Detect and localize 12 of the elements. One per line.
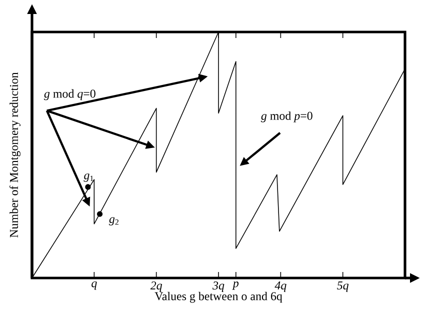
x-axis-title: Values g between o and 6q [154,292,282,303]
annotation: g$_{2}$ [108,217,118,226]
annotation: g mod p=0 [260,111,312,122]
x-tick-label: 2q [150,282,162,292]
y-axis-title: Number of Montgomery reduction [9,72,20,238]
x-tick-label: 4q [274,282,286,292]
x-tick-label: q [92,282,97,290]
x-tick-label: 5q [337,282,349,292]
x-tick-label: 3q [212,282,224,292]
annotation: g mod q=0 [44,89,96,100]
x-tick-label: p [232,282,239,290]
annotation: g$_{1}$ [84,174,94,182]
